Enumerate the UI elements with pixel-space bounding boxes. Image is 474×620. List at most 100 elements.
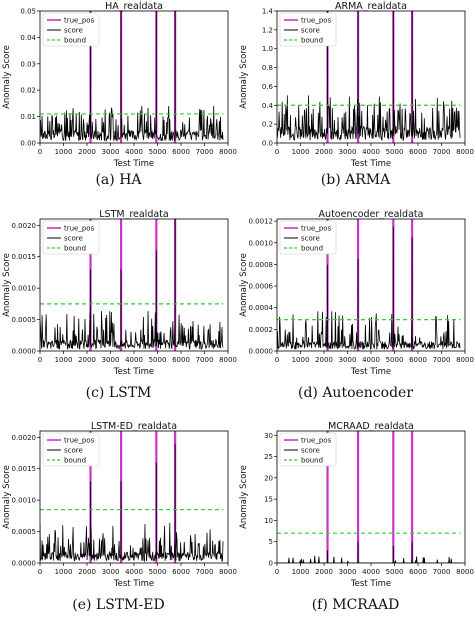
chart-title: LSTM_realdata	[99, 209, 168, 220]
y-tick-label: 0.05	[20, 8, 36, 16]
y-axis-label: Anomaly Score	[239, 253, 249, 317]
y-tick-label: 30	[264, 432, 273, 440]
figure-caption: (d) Autoencoder	[297, 385, 414, 401]
y-tick-label: 0.0010	[12, 285, 37, 293]
y-tick-label: 0.01	[20, 113, 36, 121]
x-tick-label: 6000	[172, 148, 190, 156]
x-tick-label: 1000	[55, 568, 73, 576]
x-tick-label: 8000	[456, 148, 474, 156]
chart-title: LSTM-ED_realdata	[91, 421, 177, 432]
legend-label: score	[301, 235, 320, 243]
x-tick-label: 5000	[149, 568, 167, 576]
y-axis-label: Anomaly Score	[239, 45, 249, 109]
x-tick-label: 5000	[386, 356, 404, 364]
y-tick-label: 0.2	[262, 121, 273, 129]
y-tick-label: 0.03	[20, 60, 36, 68]
legend-label: score	[64, 447, 83, 455]
chart-6: MCRAAD_realdata 0 1000 2000 3000 4000 5000 6000…	[239, 421, 474, 589]
x-tick-label: 5000	[149, 148, 167, 156]
legend-label: bound	[64, 37, 86, 45]
x-tick-label: 6000	[172, 568, 190, 576]
y-tick-label: 0.0008	[249, 261, 274, 269]
y-tick-label: 0.8	[262, 64, 273, 72]
plot-area	[40, 431, 224, 563]
y-tick-label: 0.0004	[249, 304, 274, 312]
y-tick-label: 25	[264, 453, 273, 461]
y-axis-label: Anomaly Score	[2, 45, 12, 109]
legend-label: true_pos	[301, 17, 332, 25]
x-tick-label: 7000	[433, 356, 451, 364]
figure-caption: (f) MCRAAD	[311, 597, 400, 613]
x-tick-label: 0	[38, 148, 42, 156]
x-tick-label: 3000	[339, 568, 357, 576]
score-series	[277, 11, 461, 142]
x-tick-label: 0	[38, 356, 42, 364]
y-tick-label: 0.0010	[249, 239, 274, 247]
x-tick-label: 6000	[409, 148, 427, 156]
x-tick-label: 3000	[339, 148, 357, 156]
x-tick-label: 4000	[362, 568, 380, 576]
y-tick-label: 0.0015	[12, 253, 37, 261]
legend-label: true_pos	[64, 17, 95, 25]
x-tick-label: 3000	[339, 356, 357, 364]
x-tick-label: 4000	[125, 356, 143, 364]
x-tick-label: 2000	[78, 568, 96, 576]
x-tick-label: 3000	[102, 356, 120, 364]
y-tick-label: 0.0006	[249, 283, 274, 291]
plot-area	[40, 11, 224, 143]
x-tick-label: 1000	[292, 148, 310, 156]
legend-label: true_pos	[301, 225, 332, 233]
x-axis-label: Test Time	[350, 579, 391, 589]
x-tick-label: 1000	[292, 568, 310, 576]
y-axis-label: Anomaly Score	[2, 465, 12, 529]
y-tick-label: 1.0	[262, 45, 273, 53]
x-axis-label: Test Time	[350, 367, 391, 377]
chart-1: HA_realdata 0 1000 2000 3000 4000 5000 6000 7000…	[2, 1, 237, 169]
x-tick-label: 1000	[55, 148, 73, 156]
x-tick-label: 8000	[456, 356, 474, 364]
legend-label: bound	[301, 457, 323, 465]
y-tick-label: 0.0020	[12, 222, 37, 230]
chart-title: MCRAAD_realdata	[328, 421, 414, 432]
y-tick-label: 0.0020	[12, 434, 37, 442]
x-tick-label: 2000	[315, 356, 333, 364]
chart-title: HA_realdata	[105, 1, 163, 12]
x-tick-label: 2000	[315, 568, 333, 576]
chart-4: Autoencoder_realdata 0 1000 2000 3000 4000 500…	[239, 209, 474, 377]
y-tick-label: 20	[264, 474, 273, 482]
score-series	[277, 541, 461, 563]
x-tick-label: 7000	[433, 148, 451, 156]
x-tick-label: 0	[275, 148, 279, 156]
y-tick-label: 15	[264, 496, 273, 504]
x-tick-label: 6000	[409, 568, 427, 576]
x-tick-label: 7000	[196, 568, 214, 576]
x-tick-label: 4000	[125, 568, 143, 576]
x-axis-label: Test Time	[113, 159, 154, 169]
x-axis-label: Test Time	[113, 579, 154, 589]
y-tick-label: 0.6	[262, 83, 274, 91]
y-tick-label: 0.0000	[249, 348, 274, 356]
legend-label: bound	[301, 245, 323, 253]
x-tick-label: 1000	[55, 356, 73, 364]
x-tick-label: 8000	[219, 148, 237, 156]
y-tick-label: 1.4	[262, 8, 274, 16]
y-tick-label: 1.2	[262, 26, 273, 34]
plot-area	[277, 219, 461, 351]
y-tick-label: 0.04	[20, 34, 36, 42]
figure-caption: (c) LSTM	[85, 385, 152, 401]
x-tick-label: 4000	[125, 148, 143, 156]
y-tick-label: 0.0	[262, 140, 273, 148]
x-tick-label: 0	[275, 568, 279, 576]
score-series	[277, 226, 461, 351]
legend-label: bound	[301, 37, 323, 45]
legend-label: score	[301, 27, 320, 35]
y-tick-label: 0.0010	[12, 497, 37, 505]
x-tick-label: 3000	[102, 568, 120, 576]
legend-label: true_pos	[64, 437, 95, 445]
figure-caption: (a) HA	[95, 172, 142, 188]
